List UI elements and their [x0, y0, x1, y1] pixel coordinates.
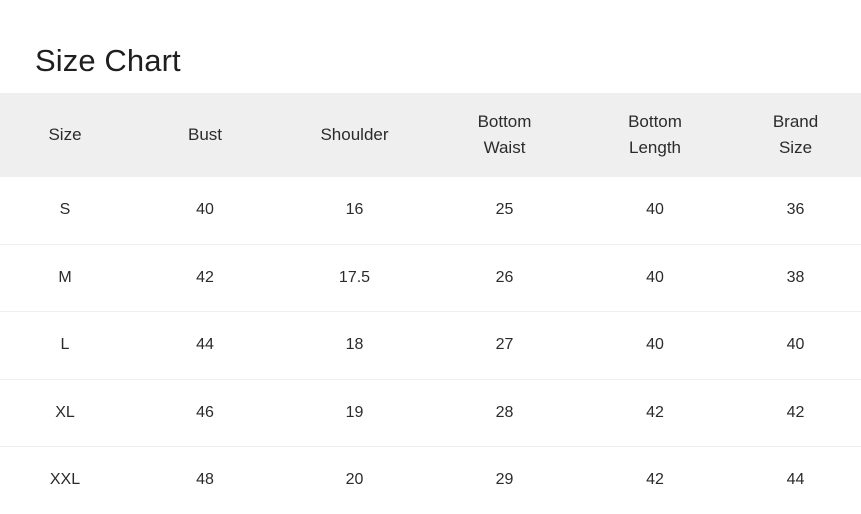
cell-bottom-waist: 28 — [429, 378, 580, 447]
cell-bust: 48 — [130, 446, 280, 514]
cell-shoulder: 18 — [280, 311, 429, 379]
cell-bottom-waist: 27 — [429, 311, 580, 379]
cell-bottom-waist: 26 — [429, 243, 580, 312]
cell-brand-size: 40 — [730, 311, 861, 379]
table-row: XL 46 19 28 42 42 — [0, 378, 861, 447]
column-header-brand-size: Brand Size — [730, 93, 861, 177]
cell-brand-size: 42 — [730, 378, 861, 447]
column-header-bottom-waist: Bottom Waist — [429, 93, 580, 177]
table-row: M 42 17.5 26 40 38 — [0, 243, 861, 312]
column-header-brand-size-line2: Size — [778, 138, 813, 157]
cell-bust: 44 — [130, 311, 280, 379]
cell-bottom-length: 40 — [580, 243, 730, 312]
cell-brand-size: 36 — [730, 177, 861, 244]
cell-shoulder: 20 — [280, 446, 429, 514]
cell-shoulder: 17.5 — [280, 243, 429, 312]
column-header-bottom-length-line1: Bottom — [628, 112, 682, 131]
cell-size: XL — [0, 378, 130, 447]
table-header-row: Size Bust Shoulder Bottom Waist Bottom L… — [0, 93, 861, 177]
cell-bust: 46 — [130, 378, 280, 447]
cell-bust: 42 — [130, 243, 280, 312]
table-body: S 40 16 25 40 36 M 42 17.5 26 40 38 L 44… — [0, 177, 861, 514]
cell-size: L — [0, 311, 130, 379]
column-header-bust-line1: Bust — [187, 125, 223, 144]
page-title: Size Chart — [35, 42, 181, 78]
column-header-shoulder-line1: Shoulder — [320, 125, 389, 144]
table-header: Size Bust Shoulder Bottom Waist Bottom L… — [0, 93, 861, 177]
column-header-bottom-length: Bottom Length — [580, 93, 730, 177]
cell-bottom-waist: 29 — [429, 446, 580, 514]
cell-shoulder: 19 — [280, 378, 429, 447]
cell-size: XXL — [0, 446, 130, 514]
cell-bottom-waist: 25 — [429, 177, 580, 244]
cell-bottom-length: 40 — [580, 177, 730, 244]
cell-bottom-length: 42 — [580, 446, 730, 514]
column-header-size: Size — [0, 93, 130, 177]
column-header-size-line1: Size — [48, 125, 82, 144]
cell-size: M — [0, 243, 130, 312]
column-header-bottom-waist-line1: Bottom — [477, 112, 532, 131]
cell-bottom-length: 40 — [580, 311, 730, 379]
column-header-bottom-waist-line2: Waist — [483, 138, 526, 157]
table-row: L 44 18 27 40 40 — [0, 311, 861, 379]
cell-size: S — [0, 177, 130, 244]
column-header-bust: Bust — [130, 93, 280, 177]
size-chart-page: Size Chart Size Bust Shoulder — [0, 42, 861, 514]
cell-shoulder: 16 — [280, 177, 429, 244]
size-chart-table: Size Bust Shoulder Bottom Waist Bottom L… — [0, 93, 861, 514]
table-row: S 40 16 25 40 36 — [0, 177, 861, 244]
cell-brand-size: 38 — [730, 243, 861, 312]
column-header-bottom-length-line2: Length — [629, 138, 681, 157]
column-header-brand-size-line1: Brand — [772, 112, 819, 131]
cell-brand-size: 44 — [730, 446, 861, 514]
cell-bust: 40 — [130, 177, 280, 244]
column-header-shoulder: Shoulder — [280, 93, 429, 177]
table-row: XXL 48 20 29 42 44 — [0, 446, 861, 514]
cell-bottom-length: 42 — [580, 378, 730, 447]
